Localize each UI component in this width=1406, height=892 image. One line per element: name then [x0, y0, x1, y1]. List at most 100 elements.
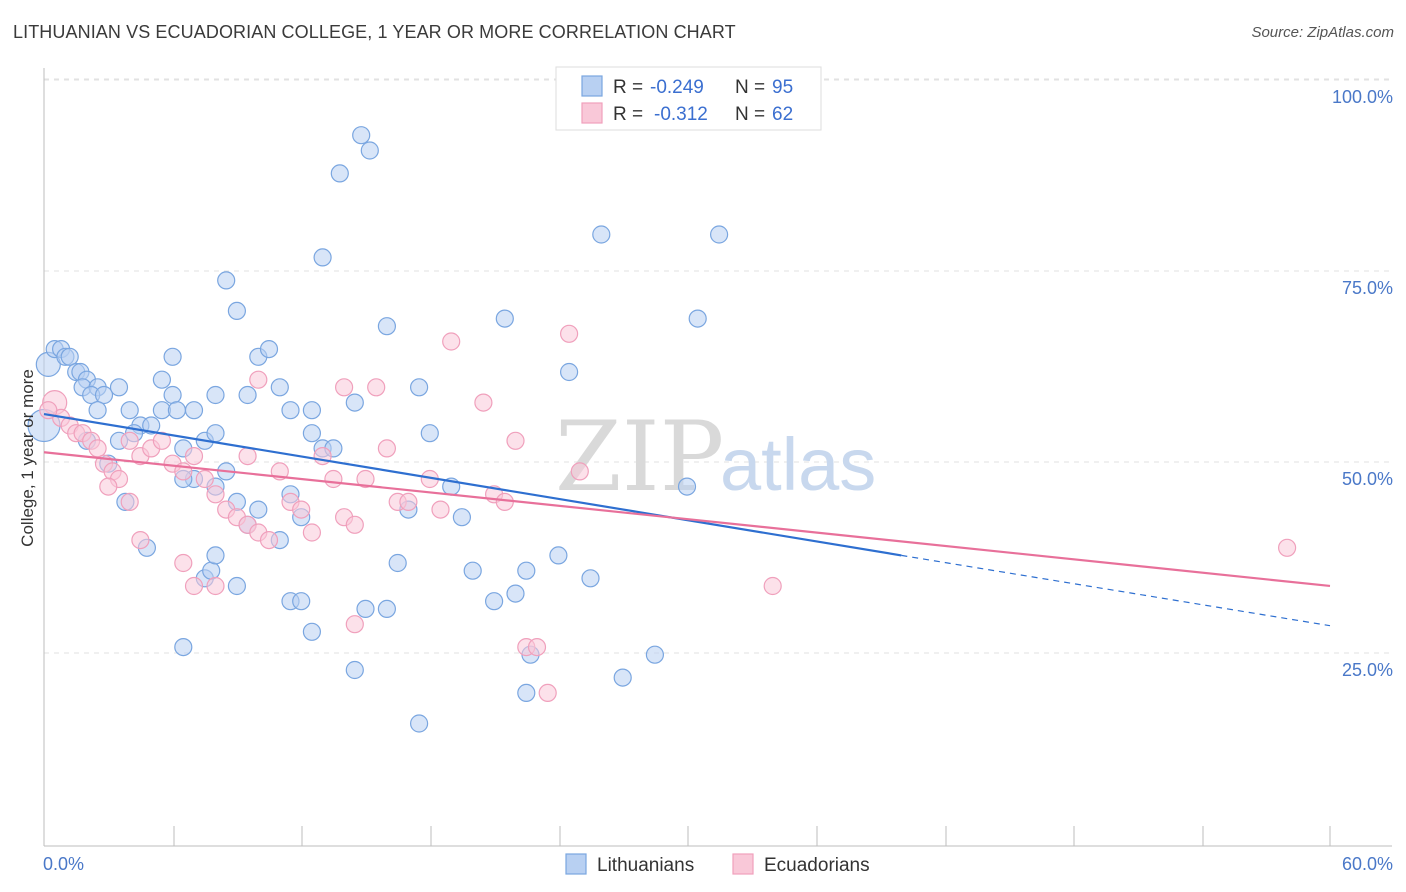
ecuadorian-point [184, 447, 204, 466]
watermark-atlas: atlas [720, 423, 876, 506]
lithuanian-trend-extension [901, 554, 1331, 627]
legend-n-label-2: N = [735, 104, 765, 125]
ecuadorian-point [174, 553, 193, 573]
lithuanian-point [167, 401, 186, 420]
lithuanian-point [356, 599, 375, 619]
ecuadorian-point [324, 469, 343, 489]
legend-r-value-2: -0.312 [654, 104, 708, 125]
y-tick-label: 50.0% [1342, 469, 1393, 489]
ecuadorian-point [356, 469, 375, 489]
lithuanian-point [163, 385, 182, 405]
y-tick-label: 100.0% [1332, 87, 1393, 107]
legend-r-value-1: -0.249 [650, 77, 704, 98]
ecuadorian-point [399, 492, 418, 511]
ecuadorian-point [184, 576, 204, 596]
bottom-legend-label-ecuadorians: Ecuadorians [764, 855, 870, 876]
points-layer [27, 126, 1297, 733]
ecuadorian-point [206, 576, 225, 596]
ecuadorian-point [120, 492, 139, 511]
lithuanian-point [217, 271, 236, 290]
y-axis-title: College, 1 year or more [18, 369, 37, 547]
ecuadorian-point [527, 637, 547, 657]
lithuanian-point [517, 683, 536, 703]
lithuanian-point [109, 378, 129, 397]
ecuadorian-point [345, 615, 364, 634]
ecuadorian-point [559, 324, 579, 343]
lithuanian-point [313, 248, 332, 267]
lithuanian-point [249, 500, 268, 519]
lithuanian-point [206, 546, 225, 565]
lithuanian-trend-line [43, 412, 902, 557]
lithuanian-point [559, 362, 579, 382]
watermark: ZIP atlas [555, 401, 876, 513]
lithuanian-point [330, 164, 349, 183]
ecuadorian-point [259, 530, 279, 550]
lithuanian-point [142, 416, 161, 435]
lithuanian-point [238, 385, 257, 405]
lithuanian-point [345, 393, 364, 412]
y-tick-label: 75.0% [1342, 278, 1393, 298]
lithuanian-point [495, 309, 514, 328]
lithuanian-point [677, 477, 697, 496]
ecuadorian-point [495, 492, 514, 511]
lithuanian-point [227, 576, 246, 596]
lithuanian-point [485, 592, 504, 611]
lithuanian-point [377, 599, 396, 619]
lithuanian-point [302, 424, 321, 443]
chart-title: LITHUANIAN VS ECUADORIAN COLLEGE, 1 YEAR… [13, 22, 736, 42]
lithuanian-point [302, 401, 321, 420]
legend-n-label-1: N = [735, 77, 765, 98]
legend-r-label-1: R = [613, 77, 643, 98]
chart-source: Source: ZipAtlas.com [1251, 24, 1394, 41]
lithuanian-point [410, 714, 429, 733]
lithuanian-point [388, 553, 407, 573]
lithuanian-point [206, 385, 225, 405]
ecuadorian-point [367, 378, 386, 397]
lithuanian-point [88, 401, 107, 420]
ecuadorian-point [238, 447, 257, 466]
x-tick-label: 60.0% [1342, 854, 1393, 874]
ecuadorian-point [302, 523, 321, 542]
lithuanian-point [227, 301, 246, 320]
lithuanian-point [163, 347, 182, 366]
lithuanian-point [281, 401, 300, 420]
ecuadorian-point [763, 576, 782, 596]
lithuanian-point [581, 569, 600, 588]
lithuanian-point [377, 317, 396, 336]
legend-n-value-2: 62 [772, 104, 793, 125]
trend-layer [43, 412, 1331, 627]
y-tick-label: 25.0% [1342, 660, 1393, 680]
ecuadorian-point [152, 431, 171, 450]
ecuadorian-point [335, 378, 354, 397]
lithuanian-point [613, 668, 632, 687]
axes-layer: 25.0% 50.0% 75.0% 100.0% 0.0% 60.0% [43, 68, 1393, 874]
lithuanian-point [549, 546, 568, 565]
lithuanian-point [302, 622, 321, 641]
bottom-legend-swatch-lithuanians [565, 853, 587, 875]
lithuanian-point [206, 424, 225, 443]
ecuadorian-point [88, 439, 107, 458]
series-legend: Lithuanians Ecuadorians [565, 853, 870, 876]
lithuanian-point [452, 508, 471, 527]
ecuadorian-point [474, 393, 493, 412]
ecuadorian-point [120, 431, 139, 450]
lithuanian-point [270, 378, 289, 397]
lithuanian-point [592, 225, 611, 244]
lithuanian-point [420, 424, 439, 443]
ecuadorian-point [99, 477, 118, 496]
ecuadorian-point [506, 431, 525, 450]
grid-layer [44, 78, 1392, 654]
lithuanian-point [352, 126, 371, 145]
ecuadorian-point [570, 462, 589, 481]
lithuanian-point [709, 225, 729, 244]
ecuadorian-point [249, 370, 268, 389]
lithuanian-point [120, 401, 139, 420]
lithuanian-point [688, 309, 707, 328]
lithuanian-point [463, 561, 482, 580]
lithuanian-point [184, 401, 204, 420]
ecuadorian-point [131, 530, 150, 550]
ecuadorian-point [431, 500, 450, 519]
lithuanian-point [292, 592, 311, 611]
lithuanian-point [645, 645, 665, 664]
lithuanian-point [152, 370, 171, 389]
